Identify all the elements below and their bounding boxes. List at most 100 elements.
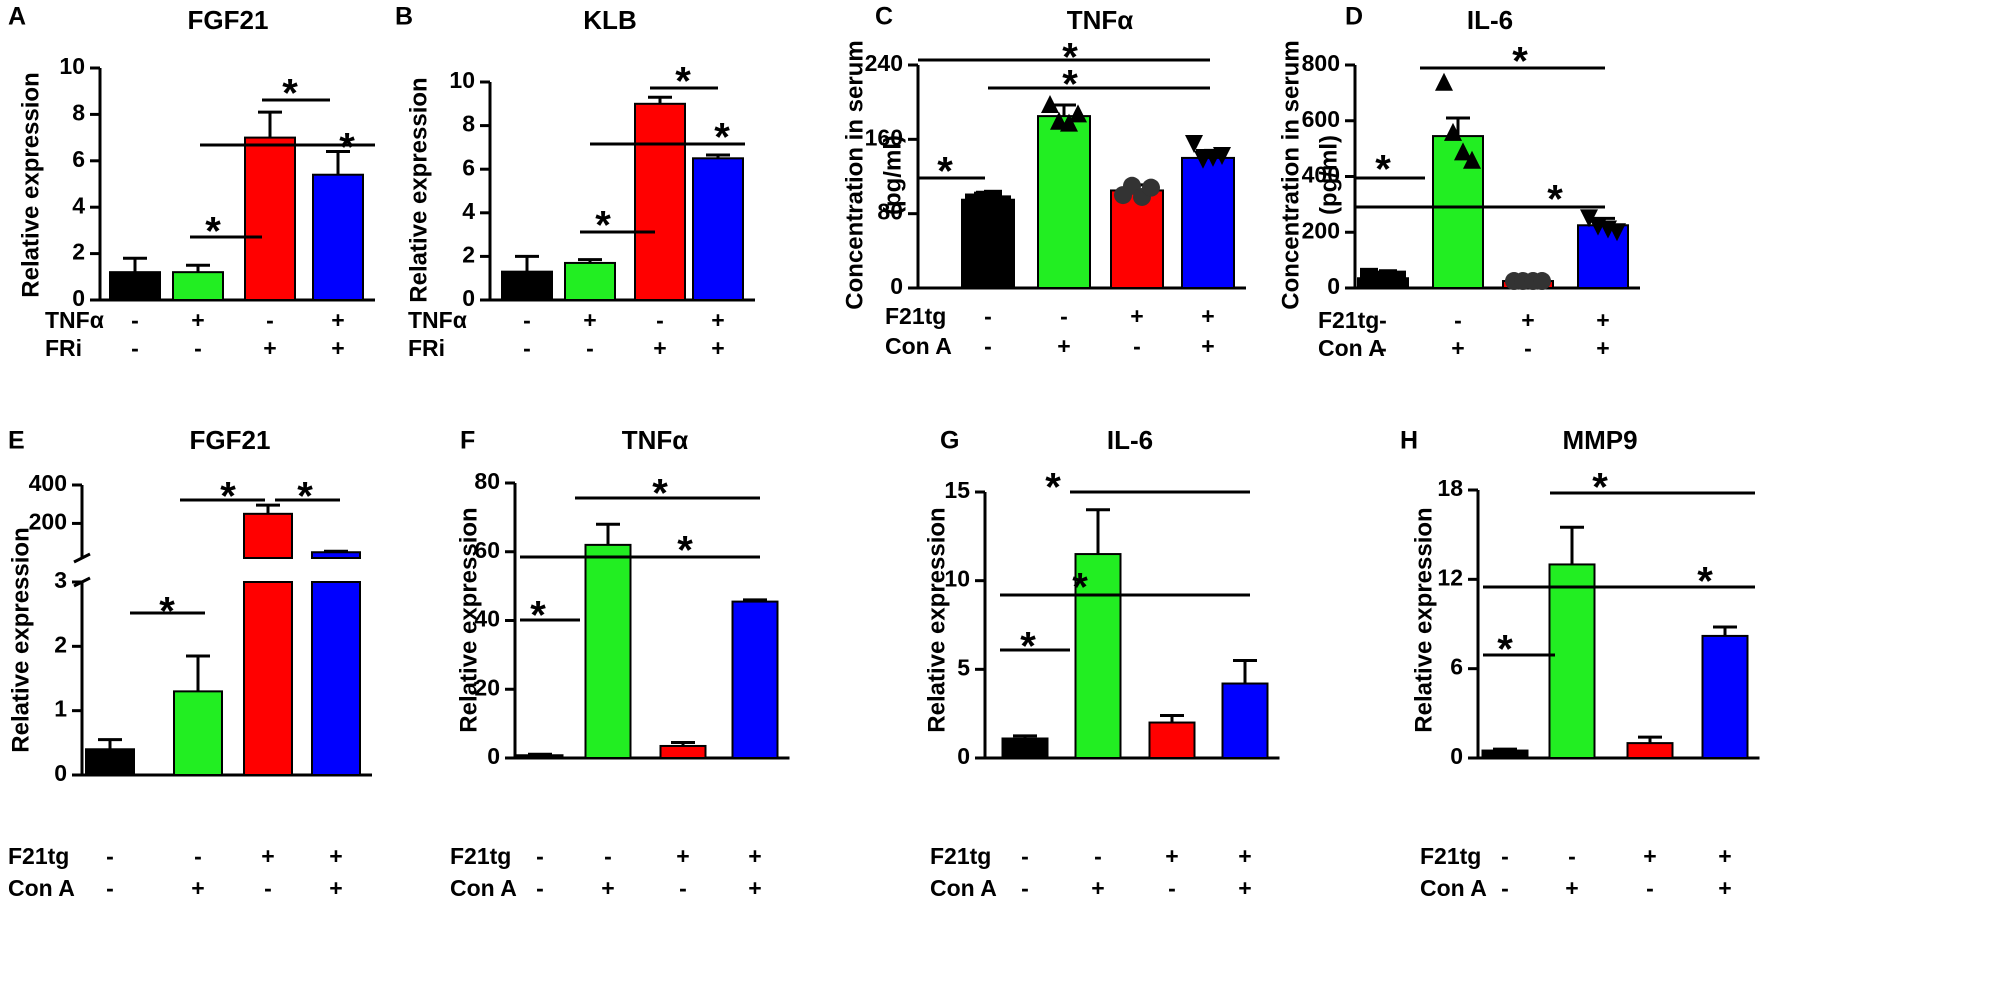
significance-star: * <box>1497 628 1513 672</box>
data-point <box>1454 142 1472 161</box>
bar <box>243 581 293 776</box>
y-tick-label: 240 <box>865 50 903 76</box>
data-point <box>1069 104 1087 123</box>
condition-sign: - <box>1060 303 1068 329</box>
bar <box>731 600 779 759</box>
condition-name: FRi <box>45 335 82 361</box>
condition-sign: - <box>131 307 139 333</box>
y-tick-label: 20 <box>474 674 500 700</box>
y-tick-label: 200 <box>29 508 67 534</box>
bar <box>501 270 553 302</box>
significance-star: * <box>675 60 691 104</box>
bar <box>1074 553 1122 759</box>
bar <box>564 261 616 302</box>
condition-sign: - <box>266 307 274 333</box>
condition-sign: + <box>711 307 724 333</box>
chart-title: TNFα <box>622 425 689 455</box>
y-tick-label: 4 <box>462 198 475 224</box>
y-tick-label: 4 <box>72 192 85 218</box>
y-tick-label: 0 <box>72 285 85 311</box>
data-point <box>1444 122 1462 141</box>
y-tick-label: 40 <box>474 606 500 632</box>
bar <box>1577 224 1629 289</box>
condition-sign: - <box>656 307 664 333</box>
condition-sign: - <box>523 307 531 333</box>
panel-letter: C <box>875 3 893 31</box>
condition-name: F21tg <box>930 843 991 869</box>
y-tick-label: 1 <box>54 696 67 722</box>
bar <box>173 690 223 776</box>
condition-sign: - <box>194 843 202 869</box>
condition-sign: - <box>604 843 612 869</box>
significance-star: * <box>1375 148 1391 192</box>
bar <box>1148 721 1196 759</box>
panel-letter: B <box>395 3 413 31</box>
condition-sign: + <box>1565 875 1578 901</box>
condition-sign: + <box>1057 333 1070 359</box>
condition-name: FRi <box>408 335 445 361</box>
data-point <box>1388 270 1406 289</box>
y-tick-label: 2 <box>72 239 85 265</box>
data-point <box>1580 209 1598 228</box>
y-tick-label: 10 <box>59 53 85 79</box>
condition-sign: - <box>194 335 202 361</box>
data-point <box>1060 113 1078 132</box>
condition-sign: + <box>191 875 204 901</box>
condition-sign: + <box>1643 843 1656 869</box>
condition-name: Con A <box>930 875 997 901</box>
y-tick-label: 400 <box>29 470 67 496</box>
condition-sign: + <box>1130 303 1143 329</box>
significance-star: * <box>1592 466 1608 510</box>
y-tick-label: 10 <box>944 566 970 592</box>
panel-letter: G <box>940 427 959 455</box>
condition-sign: + <box>329 875 342 901</box>
condition-sign: + <box>1718 843 1731 869</box>
condition-name: Con A <box>8 875 75 901</box>
y-tick-label: 5 <box>957 654 970 680</box>
condition-sign: + <box>601 875 614 901</box>
condition-sign: - <box>586 335 594 361</box>
condition-sign: + <box>1596 307 1609 333</box>
panel-letter: H <box>1400 427 1418 455</box>
y-tick-label: 0 <box>957 743 970 769</box>
data-point <box>1608 223 1626 242</box>
condition-sign: - <box>1646 875 1654 901</box>
condition-name: Con A <box>450 875 517 901</box>
significance-star: * <box>1072 566 1088 610</box>
condition-sign: + <box>748 875 761 901</box>
y-tick-label: 0 <box>54 760 67 786</box>
condition-sign: - <box>106 843 114 869</box>
condition-sign: - <box>264 875 272 901</box>
significance-star: * <box>677 529 693 573</box>
y-tick-label: 0 <box>487 743 500 769</box>
condition-sign: - <box>1021 843 1029 869</box>
significance-star: * <box>1020 625 1036 669</box>
bar <box>1181 156 1235 289</box>
condition-sign: - <box>131 335 139 361</box>
y-axis-label: Concentration in serum <box>1277 40 1304 309</box>
y-tick-label: 200 <box>1302 217 1340 243</box>
y-tick-label: 8 <box>462 111 475 137</box>
condition-name: F21tg <box>8 843 69 869</box>
bar <box>692 157 744 301</box>
bar <box>584 543 632 759</box>
y-tick-label: 10 <box>449 67 475 93</box>
condition-sign: - <box>1168 875 1176 901</box>
condition-name: F21tg <box>450 843 511 869</box>
significance-star: * <box>1697 560 1713 604</box>
y-tick-label: 0 <box>462 285 475 311</box>
condition-sign: + <box>748 843 761 869</box>
y-tick-label: 80 <box>474 468 500 494</box>
chart-title: FGF21 <box>188 5 269 35</box>
y-tick-label: 2 <box>462 241 475 267</box>
condition-sign: - <box>984 303 992 329</box>
condition-sign: + <box>331 307 344 333</box>
condition-name: Con A <box>885 333 952 359</box>
bar <box>1037 115 1091 289</box>
y-tick-label: 60 <box>474 537 500 563</box>
condition-sign: - <box>1379 335 1387 361</box>
bar <box>172 271 224 302</box>
condition-sign: - <box>1094 843 1102 869</box>
data-point <box>993 195 1011 214</box>
